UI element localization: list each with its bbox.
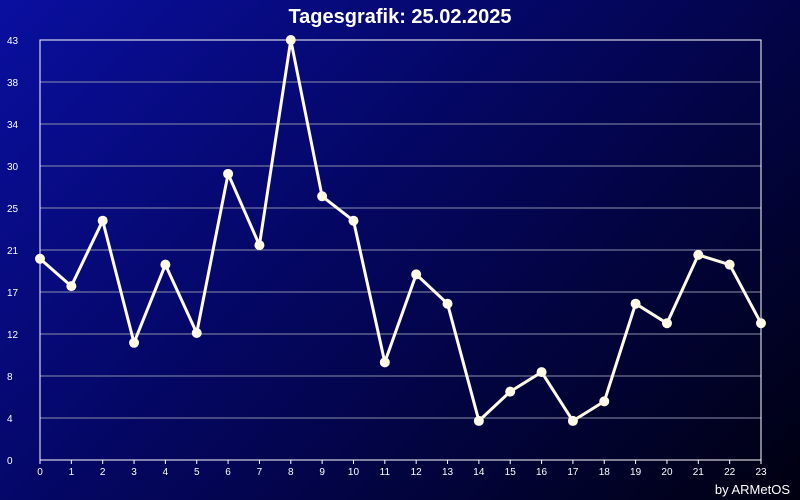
data-point — [724, 259, 735, 270]
x-tick-label: 8 — [288, 467, 294, 478]
x-tick-label: 19 — [630, 467, 642, 478]
data-point — [348, 215, 359, 226]
x-tick-label: 7 — [257, 467, 263, 478]
data-point — [473, 415, 484, 426]
credit-text: by ARMetOS — [714, 482, 790, 497]
data-point — [223, 168, 234, 179]
plot-border — [39, 39, 762, 461]
data-point — [567, 415, 578, 426]
data-point — [129, 337, 140, 348]
x-tick-label: 12 — [411, 467, 423, 478]
y-tick-label: 17 — [7, 288, 19, 299]
x-tick-label: 23 — [755, 467, 767, 478]
data-point — [599, 396, 610, 407]
data-point — [505, 386, 516, 397]
y-tick-label: 4 — [7, 414, 13, 425]
y-tick-label: 21 — [7, 246, 19, 257]
data-point — [379, 357, 390, 368]
y-tick-label: 25 — [7, 204, 19, 215]
data-point — [317, 191, 328, 202]
data-point — [630, 298, 641, 309]
x-tick-label: 9 — [319, 467, 325, 478]
x-tick-label: 17 — [567, 467, 579, 478]
data-point — [97, 215, 108, 226]
x-tick-label: 21 — [693, 467, 705, 478]
x-tick-label: 14 — [473, 467, 485, 478]
x-tick-label: 11 — [380, 467, 391, 478]
y-tick-label: 12 — [7, 330, 19, 341]
data-point — [66, 281, 77, 292]
data-point — [191, 328, 202, 339]
data-point — [661, 318, 672, 329]
data-point — [693, 249, 704, 260]
x-tick-label: 0 — [37, 467, 43, 478]
series-line — [39, 38, 763, 423]
x-tick-label: 22 — [724, 467, 736, 478]
chart-title: Tagesgrafik: 25.02.2025 — [288, 6, 512, 28]
data-point — [160, 259, 171, 270]
x-tick-label: 13 — [442, 467, 454, 478]
x-tick-label: 4 — [163, 467, 169, 478]
y-tick-label: 34 — [7, 120, 19, 131]
y-tick-label: 8 — [7, 372, 13, 383]
x-tick-label: 3 — [131, 467, 137, 478]
data-point — [442, 298, 453, 309]
data-point — [285, 35, 296, 45]
x-tick-label: 10 — [348, 467, 360, 478]
x-tick-label: 2 — [100, 467, 106, 478]
data-point — [35, 253, 45, 264]
x-tick-label: 16 — [536, 467, 548, 478]
x-tick-label: 15 — [505, 467, 517, 478]
data-point — [411, 269, 422, 280]
y-tick-label: 0 — [7, 456, 13, 467]
x-tick-label: 6 — [225, 467, 231, 478]
data-point — [254, 240, 265, 251]
y-tick-label: 30 — [7, 162, 19, 173]
x-tick-label: 5 — [194, 467, 200, 478]
x-tick-label: 20 — [661, 467, 673, 478]
y-tick-label: 38 — [7, 78, 19, 89]
x-tick-label: 18 — [599, 467, 611, 478]
data-point — [536, 367, 547, 378]
data-point — [756, 318, 766, 329]
x-tick-label: 1 — [69, 467, 75, 478]
y-tick-label: 43 — [7, 36, 19, 47]
